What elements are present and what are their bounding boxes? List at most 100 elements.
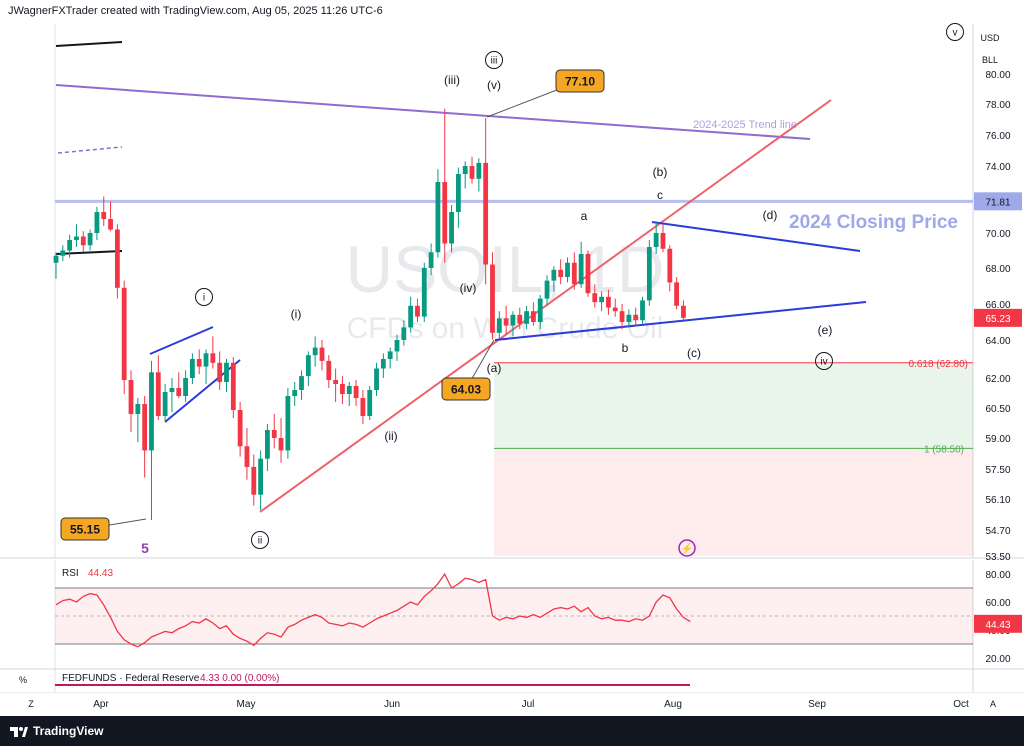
- callout-bottom-box: [60, 517, 110, 541]
- candle-body: [101, 212, 107, 219]
- candle-body: [74, 236, 79, 240]
- unit-button[interactable]: BLL: [981, 55, 998, 65]
- tradingview-brand: TradingView: [33, 724, 104, 738]
- candle-body: [394, 340, 400, 352]
- price-tick-label: 54.70: [985, 526, 1010, 537]
- candle-body: [346, 386, 352, 394]
- price-tick-label: 56.10: [985, 495, 1010, 506]
- candle-body: [360, 398, 366, 416]
- tradingview-logo[interactable]: TradingView: [10, 724, 103, 738]
- candle-body: [428, 252, 434, 268]
- candle-body: [149, 372, 154, 451]
- rsi-tick-label: 20.00: [985, 654, 1010, 665]
- rsi-label: RSI: [62, 568, 79, 579]
- currency-button[interactable]: USD: [980, 33, 1000, 43]
- candle-body: [626, 314, 632, 322]
- candle-body: [612, 307, 618, 312]
- candle-body: [551, 269, 557, 281]
- candle-body: [196, 359, 202, 367]
- candle-body: [415, 305, 420, 317]
- candle-body: [258, 458, 263, 495]
- wave-label: (ii): [384, 429, 397, 443]
- price-badge-last-text: 65.23: [985, 314, 1010, 325]
- watermark-symbol: USOIL, 1D: [345, 232, 664, 306]
- candle-body: [462, 166, 468, 174]
- trend-line-label: 2024-2025 Trend line: [693, 119, 797, 131]
- circled-wave-label: iii: [491, 56, 498, 67]
- candle-body: [190, 359, 195, 378]
- circled-wave-marker: [485, 51, 503, 69]
- wave-label: (d): [763, 208, 778, 222]
- rsi-tick-label: 60.00: [985, 598, 1010, 609]
- fedfunds-pane[interactable]: FEDFUNDS · Federal Reserve 4.33 0.00 (0.0…: [0, 670, 1024, 692]
- fedfunds-label: FEDFUNDS · Federal Reserve: [62, 673, 200, 684]
- event-icon-glyph: ⚡: [681, 542, 693, 555]
- candle-body: [108, 219, 113, 230]
- price-tick-label: 78.00: [985, 100, 1010, 111]
- candle-body: [176, 388, 182, 396]
- candle-body: [326, 360, 332, 380]
- candle-body: [681, 305, 686, 318]
- circled-wave-label: v: [953, 28, 958, 39]
- wave-label: c: [657, 188, 663, 202]
- candle-body: [333, 380, 339, 384]
- candle-body: [619, 311, 625, 322]
- chart-header: JWagnerFXTrader created with TradingView…: [8, 5, 383, 17]
- candle-body: [203, 353, 209, 367]
- zoom-button[interactable]: Z: [28, 699, 34, 709]
- price-tick-label: 53.50: [985, 552, 1010, 560]
- trend-line-2024-2025: [55, 84, 811, 140]
- time-label: Oct: [953, 699, 969, 710]
- candle-body: [67, 240, 73, 251]
- candle-body: [503, 318, 509, 326]
- candle-body: [524, 311, 529, 324]
- circled-wave-marker: [195, 288, 213, 306]
- candle-body: [401, 327, 407, 340]
- wave-label: 5: [141, 540, 149, 556]
- percent-button[interactable]: %: [18, 675, 27, 685]
- rsi-badge-text: 44.43: [985, 620, 1010, 631]
- red-trend-line: [259, 99, 832, 513]
- price-tick-label: 57.50: [985, 465, 1010, 476]
- candle-body: [135, 404, 141, 414]
- wave-label: (b): [653, 165, 668, 179]
- candle-body: [237, 410, 243, 447]
- wave-label: (i): [291, 307, 302, 321]
- candle-body: [490, 264, 495, 333]
- candle-body: [667, 248, 673, 283]
- candle-body: [94, 212, 100, 233]
- candle-body: [469, 166, 475, 179]
- candle-body: [319, 347, 325, 361]
- candle-body: [592, 293, 598, 303]
- price-badge-last: [974, 308, 1022, 327]
- candle-body: [578, 254, 584, 285]
- candle-body: [442, 182, 448, 244]
- candle-body: [537, 298, 543, 322]
- price-tick-label: 59.00: [985, 434, 1010, 445]
- time-axis[interactable]: Apr May Jun Jul Aug Sep Oct: [0, 692, 1024, 716]
- candle-body: [80, 236, 86, 246]
- candle-body: [483, 162, 489, 265]
- candle-body: [128, 380, 134, 414]
- candle-body: [544, 280, 550, 299]
- circled-wave-label: ii: [258, 536, 262, 547]
- closing-price-label: 2024 Closing Price: [789, 212, 958, 233]
- fedfunds-values: 4.33 0.00 (0.00%): [200, 673, 280, 684]
- rsi-tick-label: 80.00: [985, 570, 1010, 581]
- tradingview-logo-icon: [10, 725, 28, 737]
- candle-body: [646, 247, 652, 301]
- candle-body: [292, 390, 298, 396]
- candle-body: [285, 396, 291, 451]
- candle-body: [271, 430, 277, 438]
- candle-body: [121, 287, 127, 380]
- price-badge-trend: [974, 192, 1022, 211]
- footer-bar: TradingView: [0, 716, 1024, 746]
- auto-scale-button[interactable]: A: [989, 699, 996, 709]
- price-tick-label: 60.50: [985, 404, 1010, 415]
- candle-body: [510, 314, 516, 326]
- candle-body: [606, 296, 611, 308]
- candle-body: [558, 269, 564, 277]
